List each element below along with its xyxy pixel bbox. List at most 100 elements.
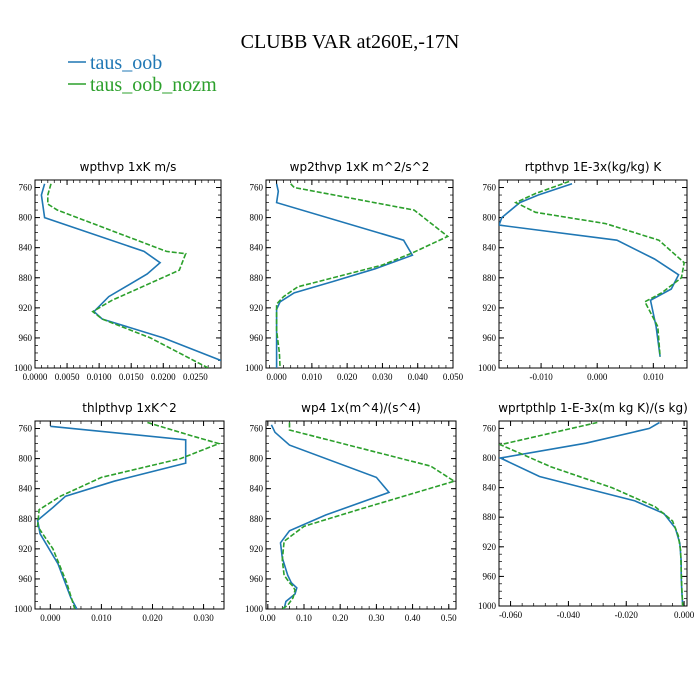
y-tick-label-5-3: 880 <box>483 512 497 522</box>
panel-title-4: wp4 1x(m^4)/(s^4) <box>301 401 421 415</box>
y-tick-label-0-6: 1000 <box>14 363 33 373</box>
panel-frame-3 <box>34 420 225 610</box>
x-tick-label-0-3: 0.0150 <box>119 372 144 382</box>
x-tick-label-5-2: -0.020 <box>615 610 639 620</box>
x-tick-label-4-4: 0.40 <box>405 613 421 623</box>
series-line-5-1 <box>499 421 684 606</box>
x-tick-label-0-0: 0.0000 <box>23 372 48 382</box>
y-tick-label-2-2: 840 <box>483 243 497 253</box>
y-tick-label-2-4: 920 <box>483 303 497 313</box>
x-tick-label-2-2: 0.010 <box>643 372 664 382</box>
y-tick-label-4-6: 1000 <box>245 604 264 614</box>
series-line-4-1 <box>281 422 456 609</box>
y-tick-label-4-5: 960 <box>250 574 264 584</box>
x-tick-label-1-5: 0.050 <box>443 372 464 382</box>
x-tick-label-2-1: 0.000 <box>587 372 608 382</box>
x-tick-label-4-3: 0.30 <box>369 613 385 623</box>
x-tick-label-4-5: 0.50 <box>441 613 457 623</box>
y-tick-label-1-0: 760 <box>250 183 264 193</box>
y-tick-label-3-3: 880 <box>19 514 33 524</box>
panel-frame-5 <box>498 420 688 607</box>
y-tick-label-5-1: 800 <box>483 453 497 463</box>
x-tick-label-3-2: 0.020 <box>142 613 163 623</box>
series-line-2-1 <box>513 180 686 357</box>
y-tick-label-5-6: 1000 <box>478 601 497 611</box>
y-tick-label-4-4: 920 <box>250 544 264 554</box>
x-tick-label-1-3: 0.030 <box>372 372 393 382</box>
x-tick-label-4-2: 0.20 <box>332 613 348 623</box>
y-tick-label-1-5: 960 <box>250 333 264 343</box>
panel-0: wpthvp 1xK m/s 0.0000 0.0050 0.0100 0.0150 0.… <box>14 160 222 382</box>
series-line-4-0 <box>270 424 391 609</box>
y-tick-label-3-0: 760 <box>19 424 33 434</box>
y-tick-label-5-4: 920 <box>483 542 497 552</box>
series-line-1-1 <box>275 183 450 368</box>
panel-title-2: rtpthvp 1E-3x(kg/kg) K <box>525 160 663 174</box>
x-tick-label-5-0: -0.060 <box>499 610 523 620</box>
panel-title-0: wpthvp 1xK m/s <box>80 160 177 174</box>
x-tick-label-4-0: 0.00 <box>260 613 276 623</box>
y-tick-label-0-1: 800 <box>19 213 33 223</box>
x-tick-label-5-1: -0.040 <box>557 610 581 620</box>
x-tick-label-4-1: 0.10 <box>296 613 312 623</box>
y-tick-label-3-4: 920 <box>19 544 33 554</box>
y-tick-label-0-5: 960 <box>19 333 33 343</box>
y-tick-label-2-3: 880 <box>483 273 497 283</box>
legend: taus_oob taus_oob_nozm <box>68 52 217 96</box>
x-tick-label-3-3: 0.030 <box>193 613 214 623</box>
x-tick-label-3-0: 0.000 <box>40 613 61 623</box>
x-tick-label-1-2: 0.020 <box>337 372 358 382</box>
y-tick-label-1-6: 1000 <box>245 363 264 373</box>
y-tick-label-5-5: 960 <box>483 571 497 581</box>
y-tick-label-3-6: 1000 <box>14 604 33 614</box>
series-line-3-1 <box>36 421 222 609</box>
y-tick-label-0-3: 880 <box>19 273 33 283</box>
panel-4: wp4 1x(m^4)/(s^4) 0.00 0.10 0.20 0.30 0.40 0.5… <box>245 401 457 623</box>
series-line-2-0 <box>499 183 680 357</box>
panel-1: wp2thvp 1xK m^2/s^2 0.000 0.010 0.020 0.030 0… <box>245 160 464 382</box>
x-tick-label-0-5: 0.0250 <box>183 372 208 382</box>
panel-title-1: wp2thvp 1xK m^2/s^2 <box>290 160 430 174</box>
legend-label-0: taus_oob <box>90 52 162 74</box>
panel-frame-2 <box>498 179 688 369</box>
panel-2: rtpthvp 1E-3x(kg/kg) K -0.010 0.000 0.010 76… <box>478 160 688 382</box>
y-tick-label-3-5: 960 <box>19 574 33 584</box>
y-tick-label-2-1: 800 <box>483 213 497 223</box>
y-tick-label-1-4: 920 <box>250 303 264 313</box>
x-tick-label-3-1: 0.010 <box>91 613 112 623</box>
y-tick-label-4-0: 760 <box>250 424 264 434</box>
x-tick-label-0-1: 0.0050 <box>55 372 80 382</box>
panel-frame-0 <box>34 179 222 369</box>
y-tick-label-4-2: 840 <box>250 484 264 494</box>
y-tick-label-1-2: 840 <box>250 243 264 253</box>
x-tick-label-1-0: 0.000 <box>266 372 287 382</box>
x-tick-label-0-2: 0.0100 <box>87 372 112 382</box>
y-tick-label-2-5: 960 <box>483 333 497 343</box>
y-tick-label-5-2: 840 <box>483 483 497 493</box>
y-tick-label-1-1: 800 <box>250 213 264 223</box>
series-line-3-0 <box>36 425 187 609</box>
legend-label-1: taus_oob_nozm <box>90 74 217 96</box>
y-tick-label-1-3: 880 <box>250 273 264 283</box>
y-tick-label-2-6: 1000 <box>478 363 497 373</box>
y-tick-label-2-0: 760 <box>483 183 497 193</box>
x-tick-label-2-0: -0.010 <box>529 372 553 382</box>
series-line-0-1 <box>46 183 209 368</box>
panel-3: thlpthvp 1xK^2 0.000 0.010 0.020 0.030 760 800… <box>14 401 225 623</box>
panel-frame-1 <box>265 179 454 369</box>
series-line-5-0 <box>499 421 684 606</box>
y-tick-label-0-2: 840 <box>19 243 33 253</box>
y-tick-label-0-0: 760 <box>19 183 33 193</box>
panel-title-5: wprtpthlp 1-E-3x(m kg K)/(s kg) <box>498 401 688 415</box>
figure-title: CLUBB VAR at260E,-17N <box>241 31 460 53</box>
panel-frame-4 <box>265 420 457 610</box>
y-tick-label-0-4: 920 <box>19 303 33 313</box>
x-tick-label-1-4: 0.040 <box>408 372 429 382</box>
panel-5: wprtpthlp 1-E-3x(m kg K)/(s kg) -0.060 -0.… <box>478 401 695 620</box>
y-tick-label-4-1: 800 <box>250 454 264 464</box>
x-tick-label-0-4: 0.0200 <box>151 372 176 382</box>
y-tick-label-3-1: 800 <box>19 454 33 464</box>
chart-panels: wpthvp 1xK m/s 0.0000 0.0050 0.0100 0.0150 0.… <box>14 160 695 623</box>
